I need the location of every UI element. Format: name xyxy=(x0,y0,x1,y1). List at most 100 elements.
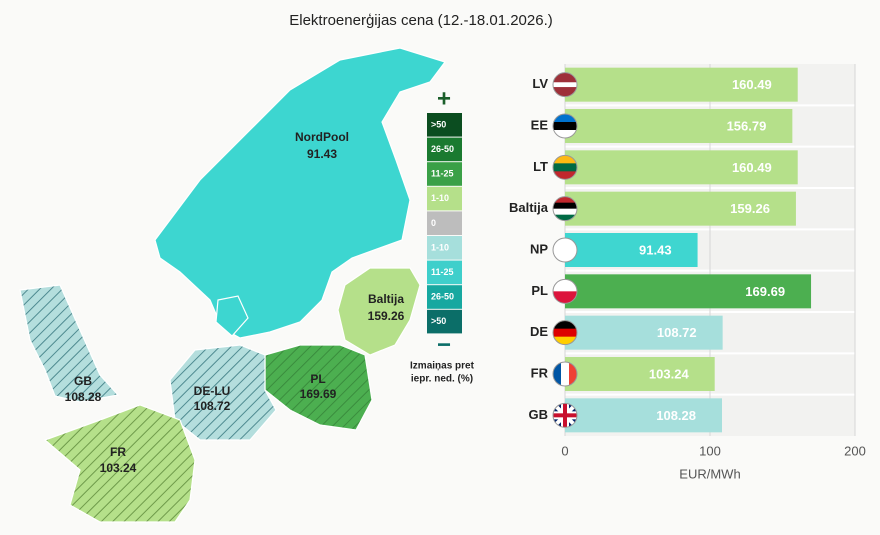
flag-cross xyxy=(563,403,567,428)
flag-stripe xyxy=(553,291,577,304)
value-label: 108.72 xyxy=(657,325,697,340)
category-label: DE xyxy=(530,324,548,339)
bar xyxy=(565,67,798,102)
flag-ring xyxy=(552,320,578,346)
region-de xyxy=(169,344,277,441)
value-label: 91.43 xyxy=(639,242,672,257)
category-label: Baltija xyxy=(509,200,549,215)
flag-stripe xyxy=(553,336,577,345)
category-label: EE xyxy=(531,117,549,132)
flag-stripe xyxy=(553,238,577,262)
region-name: PL xyxy=(310,372,325,386)
value-label: 159.26 xyxy=(730,201,770,216)
flag-ring xyxy=(552,154,578,180)
flag-stripe xyxy=(561,362,569,386)
value-label: 169.69 xyxy=(745,284,785,299)
flag-stripe xyxy=(553,196,577,204)
bar xyxy=(565,315,723,350)
legend-swatch xyxy=(427,186,462,211)
legend-plus: + xyxy=(437,85,451,112)
category-label: LT xyxy=(533,159,548,174)
legend-label: 1-10 xyxy=(431,193,449,203)
x-axis-label: EUR/MWh xyxy=(679,466,740,481)
legend-caption: Izmaiņas pret xyxy=(410,361,475,372)
flag xyxy=(553,114,577,138)
x-tick-label: 200 xyxy=(844,443,866,458)
bar xyxy=(565,191,796,226)
category-label: GB xyxy=(529,407,549,422)
flag xyxy=(553,72,577,97)
legend-label: 1-10 xyxy=(431,242,449,252)
legend-label: 0 xyxy=(431,218,436,228)
legend-swatch xyxy=(427,211,462,235)
flag-stripe xyxy=(553,130,577,138)
x-tick-label: 0 xyxy=(561,443,568,458)
category-label: PL xyxy=(531,283,548,298)
category-label: FR xyxy=(531,365,549,380)
bar xyxy=(565,233,698,267)
value-label: 108.28 xyxy=(656,408,696,423)
map xyxy=(19,47,446,523)
legend-label: 11-25 xyxy=(431,169,454,179)
region-baltija xyxy=(337,267,421,356)
region-value: 103.24 xyxy=(100,461,137,475)
flag-stripe xyxy=(553,91,577,97)
region-name: FR xyxy=(110,445,126,459)
flag-stripe xyxy=(553,122,577,131)
flag-stripe xyxy=(569,362,577,386)
legend-minus: − xyxy=(437,331,451,358)
category-label: NP xyxy=(530,241,548,256)
flag-ring xyxy=(552,113,578,139)
flag-stripe xyxy=(553,208,577,216)
flag xyxy=(553,403,577,428)
flag-ring xyxy=(552,196,578,222)
legend-swatch xyxy=(427,236,462,260)
flag-stripe xyxy=(553,214,577,221)
legend-label: 26-50 xyxy=(431,144,454,154)
flag xyxy=(553,196,577,221)
value-label: 103.24 xyxy=(649,366,690,381)
legend-caption: iepr. ned. (%) xyxy=(411,374,473,385)
value-label: 160.49 xyxy=(732,77,772,92)
bar xyxy=(565,398,723,433)
region-value: 108.28 xyxy=(65,390,102,404)
region-name: NordPool xyxy=(295,130,349,144)
flag-ring xyxy=(552,278,578,304)
legend-label: 11-25 xyxy=(431,267,454,277)
region-gb xyxy=(19,284,120,403)
flag-stripe xyxy=(553,77,577,83)
legend-swatch xyxy=(427,162,462,186)
region-value: 159.26 xyxy=(368,309,405,323)
flag xyxy=(553,155,577,180)
bar-chart: 0 100 200 EUR/MWh 160.49 LV 156.79 EE 160.49 LT 15… xyxy=(509,64,866,481)
flag-stripe xyxy=(553,155,577,164)
value-label: 160.49 xyxy=(732,160,772,175)
region-fr xyxy=(43,404,196,523)
value-label: 156.79 xyxy=(727,118,767,133)
x-tick-label: 100 xyxy=(699,443,721,458)
flag-stripe xyxy=(553,202,577,210)
map-labels: NordPool 91.43 Baltija 159.26 PL 169.69 … xyxy=(65,130,405,475)
flag-stripe xyxy=(553,279,577,292)
flag-stripe xyxy=(553,362,561,386)
flag-stripe xyxy=(553,87,577,93)
legend-swatch xyxy=(427,113,462,137)
region-value: 169.69 xyxy=(300,387,337,401)
flag xyxy=(553,362,577,386)
flag-stripe xyxy=(553,163,577,172)
flag-ring xyxy=(552,402,578,428)
flag xyxy=(553,279,577,304)
flag xyxy=(553,238,577,262)
legend-label: 26-50 xyxy=(431,292,454,302)
chart-title: Elektroenerģijas cena (12.-18.01.2026.) xyxy=(289,12,553,29)
category-label: LV xyxy=(532,76,548,91)
flag-stripe xyxy=(553,171,577,180)
legend-swatch xyxy=(427,260,462,285)
region-value: 91.43 xyxy=(307,147,337,161)
legend-swatch xyxy=(427,285,462,309)
flag-ring xyxy=(552,361,578,387)
region-value: 108.72 xyxy=(194,399,231,413)
legend: + − Izmaiņas pret iepr. ned. (%) >50 26-5… xyxy=(410,85,475,384)
legend-label: >50 xyxy=(431,316,446,326)
